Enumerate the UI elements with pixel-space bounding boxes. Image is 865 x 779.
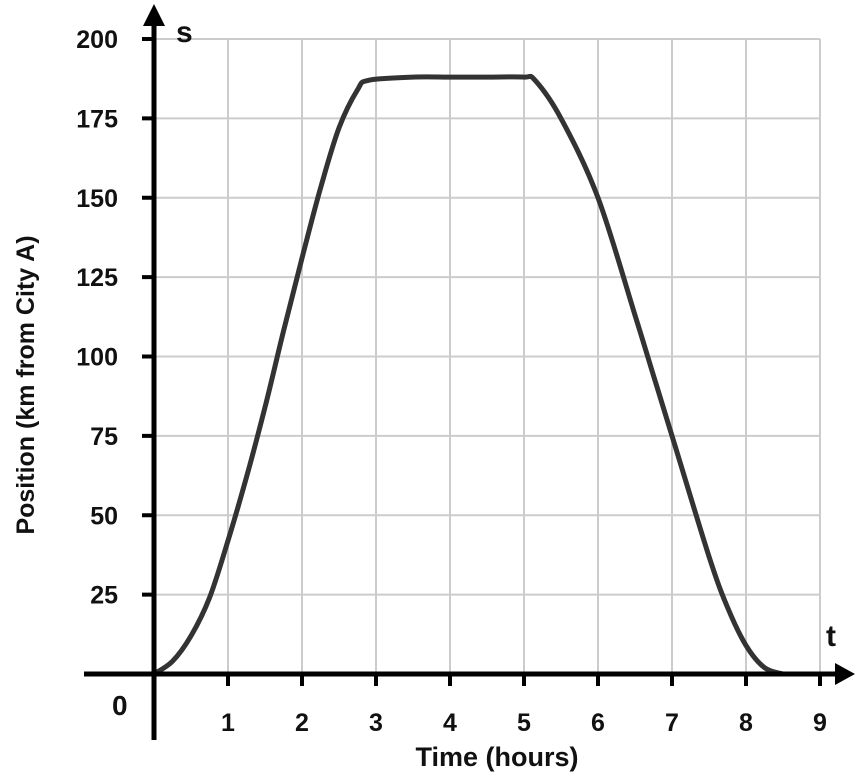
y-axis-title: Position (km from City A) [12,235,40,534]
y-tick-label: 50 [90,502,118,530]
x-axis-arrow [835,663,855,685]
x-tick-label: 6 [591,709,605,737]
y-tick-label: 75 [90,423,118,451]
origin-label: 0 [112,690,128,721]
x-tick-label: 9 [813,709,827,737]
x-tick-label: 4 [443,709,457,737]
y-axis-symbol: s [176,16,193,49]
axes [84,4,855,740]
x-axis-symbol: t [826,620,836,653]
x-tick-label: 3 [369,709,383,737]
y-tick-label: 25 [90,582,118,610]
x-axis-title: Time (hours) [415,742,578,772]
x-tick-label: 7 [665,709,679,737]
x-tick-label: 5 [517,709,531,737]
y-tick-label: 100 [76,344,118,372]
series-line [151,73,786,677]
tick-labels: 1 2 3 4 5 6 7 8 9 25 50 75 100 125 150 175 200 [76,26,827,737]
x-tick-label: 8 [739,709,753,737]
y-axis-arrow [143,4,165,26]
grid-lines [154,38,821,674]
tick-marks [142,37,822,686]
x-tick-label: 2 [295,709,309,737]
y-tick-label: 150 [76,185,118,213]
y-tick-label: 175 [76,105,118,133]
series-group [151,73,786,677]
y-tick-label: 200 [76,26,118,54]
x-tick-label: 1 [221,709,235,737]
y-tick-label: 125 [76,264,118,292]
